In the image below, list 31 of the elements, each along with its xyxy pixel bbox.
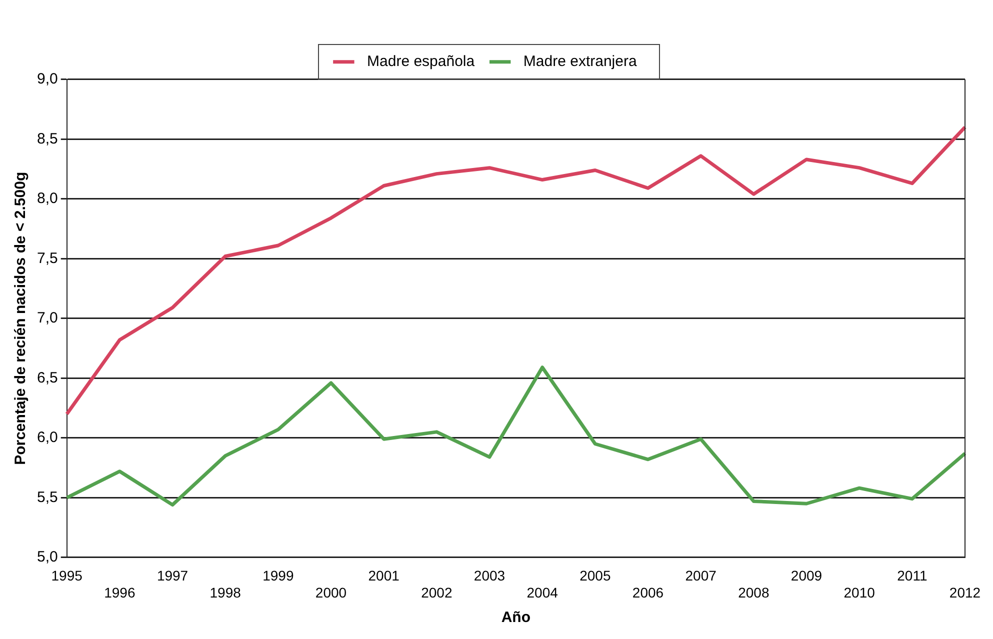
x-tick-label: 2008 [738,584,770,600]
x-tick-label: 2007 [685,568,717,584]
x-tick-label: 1999 [262,568,294,584]
x-tick-label: 2011 [897,568,928,584]
y-tick-label: 5,0 [36,548,58,566]
x-tick-label: 2009 [790,568,822,584]
y-tick-label: 6,0 [36,429,58,446]
x-tick-label: 1995 [51,568,83,584]
y-tick-label: 8,0 [36,190,58,208]
x-axis-title: Año [501,609,531,626]
x-tick-label: 2012 [949,584,981,600]
x-tick-label: 1997 [156,568,188,584]
x-tick-label: 2003 [474,568,506,584]
x-tick-label: 2006 [632,584,664,600]
y-tick-label: 5,5 [36,488,58,506]
x-tick-label: 2010 [844,584,876,600]
x-tick-label: 1996 [104,584,136,600]
x-tick-label: 2000 [315,584,347,600]
x-tick-label: 2001 [368,568,400,584]
x-tick-label: 2005 [580,568,611,584]
legend-label: Madre española [358,53,476,70]
y-tick-label: 9,0 [36,70,58,88]
y-axis-title: Porcentaje de recién nacidos de < 2.500g [12,172,30,465]
y-tick-label: 7,0 [36,310,58,327]
y-tick-label: 6,5 [36,369,58,386]
x-tick-label: 2002 [421,584,452,600]
y-tick-label: 8,5 [36,130,58,148]
legend-label: Madre extranjera [515,53,638,70]
x-tick-label: 2004 [526,584,558,600]
y-tick-label: 7,5 [36,250,58,267]
x-tick-label: 1998 [210,584,242,600]
